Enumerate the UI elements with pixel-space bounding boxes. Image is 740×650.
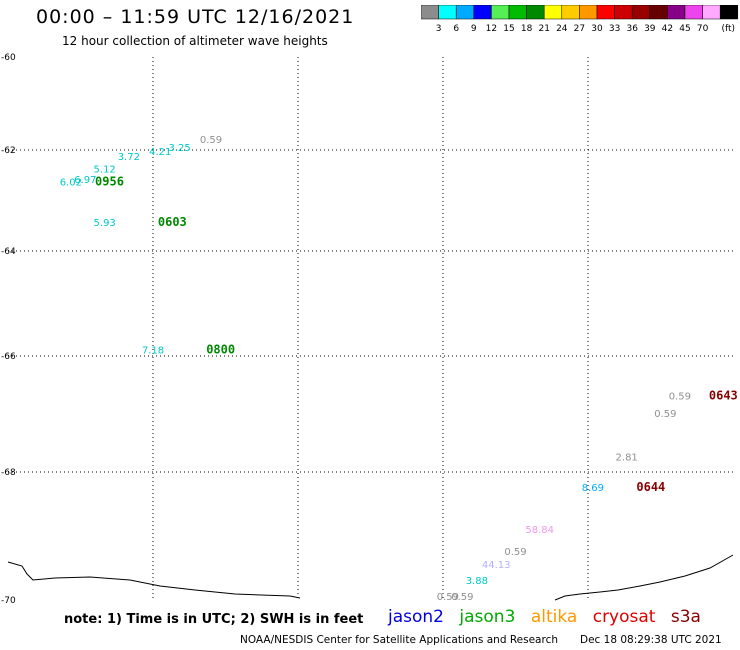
colorbar-label: 24: [556, 24, 568, 34]
wave-height-label: 5.93: [94, 218, 116, 229]
wave-height-label: 8.69: [582, 483, 604, 494]
colorbar-label: 36: [626, 24, 638, 34]
pass-time-label: 0800: [206, 342, 235, 356]
colorbar-label: 3: [436, 24, 442, 34]
wave-height-label: 44.13: [482, 560, 511, 571]
y-tick-label: -62: [1, 146, 16, 156]
y-tick-label: -60: [1, 53, 16, 63]
satellite-legend: jason2 jason3 altika cryosat s3a: [388, 607, 711, 627]
wave-height-label: 0.59: [200, 135, 222, 146]
colorbar-label: 6: [453, 24, 459, 34]
wave-height-label: 6.97: [74, 175, 96, 186]
pass-time-label: 0643: [709, 389, 738, 403]
colorbar-label: 45: [679, 24, 690, 34]
y-tick-label: -70: [1, 596, 16, 605]
wave-height-label: 7.18: [142, 345, 164, 356]
wave-height-label: 3.72: [118, 152, 140, 163]
wave-height-chart: 151821242730-60-62-64-66-68-706.026.975.…: [1, 53, 738, 605]
pass-time-label: 0603: [158, 215, 187, 229]
y-tick-label: -68: [1, 468, 16, 478]
color-scale-bar: 3 6 9 12 15 18 21 24 27 30 33 36 39 42 45 70 (ft): [421, 5, 739, 34]
pass-time-label: 0644: [636, 480, 665, 494]
wave-height-label: 4.21: [149, 147, 171, 158]
colorbar-label: 15: [503, 24, 514, 34]
legend-cryosat: cryosat: [592, 607, 656, 627]
colorbar-label: 70: [697, 24, 709, 34]
chart-subtitle: 12 hour collection of altimeter wave hei…: [62, 34, 328, 48]
colorbar-label: 18: [521, 24, 533, 34]
colorbar-swatch: [719, 5, 739, 20]
wave-height-label: 58.84: [525, 525, 554, 536]
wave-height-label: 3.25: [168, 143, 190, 154]
coastline: [554, 554, 734, 601]
colorbar-label: 12: [486, 24, 497, 34]
wave-height-label: 0.59: [654, 409, 676, 420]
coastline: [7, 561, 301, 599]
wave-height-label: 6.02: [60, 177, 82, 188]
wave-height-label: 0.59: [437, 592, 459, 603]
wave-height-label: 2.81: [616, 452, 638, 463]
wave-height-label: 5.12: [94, 165, 116, 176]
colorbar-label: 30: [591, 24, 603, 34]
chart-title: 00:00 – 11:59 UTC 12/16/2021: [36, 6, 355, 28]
legend-jason3: jason3: [459, 607, 516, 627]
colorbar-label: 21: [538, 24, 549, 34]
wave-height-label: 0.59: [504, 547, 526, 558]
colorbar-label: 42: [662, 24, 673, 34]
units-note: note: 1) Time is in UTC; 2) SWH is in fe…: [64, 612, 364, 627]
y-tick-label: -66: [1, 352, 16, 362]
colorbar-label: 39: [644, 24, 656, 34]
wave-height-label: 3.88: [466, 576, 488, 587]
legend-s3a: s3a: [670, 607, 701, 627]
pass-time-label: 0956: [95, 174, 124, 188]
colorbar-unit: (ft): [721, 24, 735, 34]
credit-text: NOAA/NESDIS Center for Satellite Applica…: [240, 634, 558, 646]
generated-timestamp: Dec 18 08:29:38 UTC 2021: [580, 634, 722, 646]
legend-altika: altika: [530, 607, 578, 627]
colorbar-label: 33: [609, 24, 620, 34]
wave-height-label: 0.59: [451, 592, 473, 603]
wave-height-label: 0.59: [669, 392, 691, 403]
colorbar-label: 27: [574, 24, 585, 34]
y-tick-label: -64: [1, 247, 16, 257]
legend-jason2: jason2: [388, 607, 444, 627]
colorbar-label: 9: [471, 24, 477, 34]
